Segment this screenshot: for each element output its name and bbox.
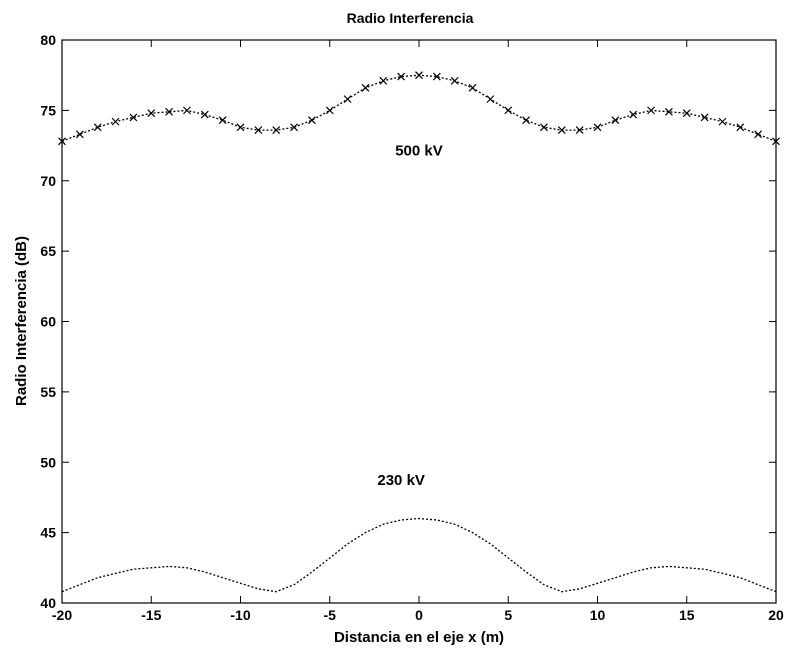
data-point [718,117,727,126]
y-tick-label: 75 [40,102,56,118]
y-tick-label: 70 [40,173,56,189]
data-point [450,76,459,85]
data-point [754,130,763,139]
series-layer [58,71,780,593]
x-tick-label: -5 [324,607,337,623]
data-point [557,126,566,135]
data-point [254,126,263,135]
data-point [700,113,709,122]
data-point [432,72,441,81]
data-point [75,130,84,139]
data-point [343,95,352,104]
x-tick-label: -15 [141,607,161,623]
data-point [664,107,673,116]
data-point [93,123,102,132]
y-tick-label: 80 [40,32,56,48]
data-point [361,83,370,92]
y-tick-label: 65 [40,243,56,259]
x-tick-label: 15 [679,607,695,623]
y-axis-ticks: 40 45 50 55 60 65 70 75 80 [40,32,776,611]
x-axis-ticks: -20 -15 -10 -5 0 5 10 15 20 [52,40,784,623]
data-point [129,113,138,122]
annotations: 500 kV 230 kV [377,142,442,488]
data-point [147,109,156,118]
series-annotation: 500 kV [395,142,443,159]
x-tick-label: 20 [768,607,784,623]
series-line-2 [61,517,777,593]
data-point [200,110,209,119]
series-annotation: 230 kV [377,472,425,489]
data-point [415,71,423,80]
data-point [183,106,191,115]
y-tick-label: 60 [40,314,56,330]
y-tick-label: 50 [40,454,56,470]
data-point [522,116,531,125]
data-point [468,83,477,92]
chart-title: Radio Interferencia [347,10,474,26]
data-point [682,109,691,118]
data-point [736,123,745,132]
x-tick-label: -10 [230,607,250,623]
x-tick-label: 5 [504,607,512,623]
data-point [647,106,655,115]
x-tick-label: -20 [52,607,72,623]
y-axis-label: Radio Interferencia (dB) [13,236,30,406]
y-tick-label: 45 [40,525,56,541]
data-point [593,123,602,132]
x-axis-label: Distancia en el eje x (m) [334,629,504,646]
data-point [611,116,620,125]
data-point [307,116,316,125]
data-point [397,72,406,81]
data-point [272,126,281,135]
series-line-1 [61,74,777,142]
data-point [486,95,495,104]
data-point [111,117,120,126]
data-point [165,107,174,116]
data-point [575,126,584,135]
data-point [504,106,513,115]
data-point [218,116,227,125]
data-point [58,137,66,146]
data-point [540,123,548,132]
y-tick-label: 40 [40,595,56,611]
data-point [236,123,245,132]
data-point [772,137,780,146]
y-tick-label: 55 [40,384,56,400]
data-point [325,106,334,115]
x-tick-label: 0 [415,607,423,623]
x-tick-label: 10 [590,607,606,623]
data-point [379,76,388,85]
data-point [290,123,298,132]
data-point [629,110,638,119]
